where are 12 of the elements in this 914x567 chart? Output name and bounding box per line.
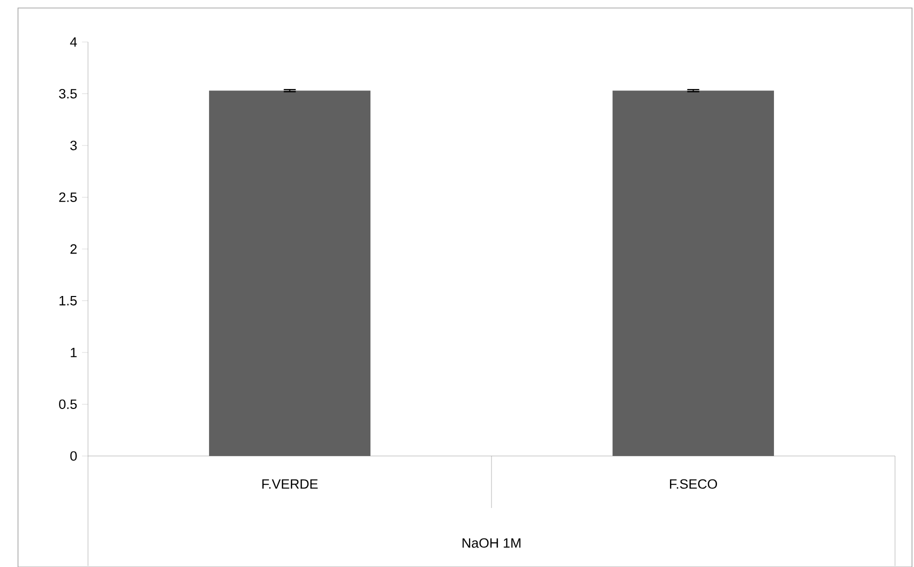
y-tick-label: 2 xyxy=(70,244,77,254)
y-tick-label: 1 xyxy=(70,348,77,357)
x-tick-label: F.VERDE xyxy=(262,479,318,488)
y-tick-label: 3.5 xyxy=(59,88,77,98)
y-tick-label: 2.5 xyxy=(59,192,77,202)
y-tick-label: 1.5 xyxy=(60,296,77,306)
x-tick-label: F.SECO xyxy=(670,479,718,489)
y-tick-label: 4 xyxy=(70,37,77,46)
y-tick-label: 0 xyxy=(70,451,77,461)
x-axis-title: NaOH 1M xyxy=(462,538,520,548)
y-tick-label: 3 xyxy=(70,140,77,150)
y-tick-label: 0.5 xyxy=(59,399,77,409)
